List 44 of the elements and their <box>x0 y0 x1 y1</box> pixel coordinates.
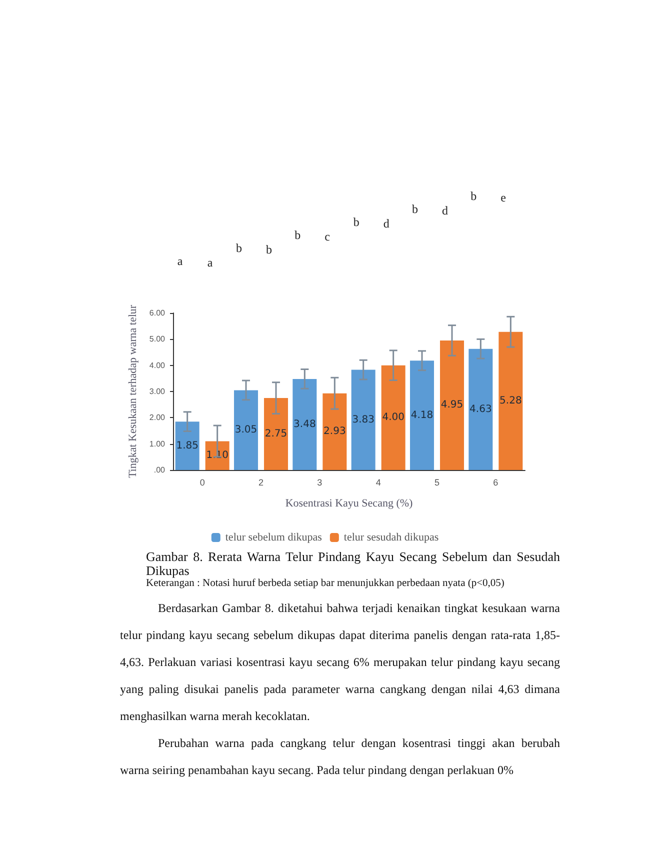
x-tick-label: 6 <box>493 478 498 488</box>
text: Perubahan warna pada cangkang telur dengan kosentrasi tinggi akan berubah warna seiring penambahan kayu secang. Pada telur pindang dengan perlakuan 0% <box>120 735 560 779</box>
text: b <box>470 189 477 203</box>
text: Gambar 8. Rerata Warna Telur Pindang Kayu Secang Sebelum dan Sesudah Dikupas <box>146 549 560 578</box>
data-label: 4.00 <box>382 412 404 424</box>
data-label: 2.93 <box>324 426 346 438</box>
text: c <box>324 230 330 244</box>
y-tick-label: 6.00 <box>149 308 166 318</box>
data-label: 4.18 <box>410 410 434 421</box>
text: b <box>294 228 301 242</box>
data-label: 4.95 <box>440 400 464 411</box>
y-tick-label: 5.00 <box>149 334 166 344</box>
y-tick-label: 1.00 <box>149 439 166 448</box>
x-tick-label: 4 <box>376 478 381 488</box>
data-label: 4.63 <box>470 404 492 415</box>
text: d <box>383 216 390 230</box>
data-label: 2.75 <box>264 428 288 440</box>
data-label: 3.83 <box>352 414 374 426</box>
text: b <box>412 202 418 216</box>
text: d <box>442 204 448 218</box>
y-tick-label: 3.00 <box>149 387 166 396</box>
data-label: 1.85 <box>176 440 198 452</box>
data-label: 3.48 <box>294 418 316 430</box>
x-tick-label: 3 <box>317 478 322 488</box>
text: b <box>236 241 242 255</box>
y-tick-label: 2.00 <box>149 413 166 422</box>
legend-label: telur sebelum dikupas <box>225 532 322 544</box>
text: b <box>353 215 360 229</box>
text: Keterangan : Notasi huruf berbeda setiap bar menunjukkan perbedaan nyata (p<0,05) <box>146 578 506 589</box>
text: Berdasarkan Gambar 8. diketahui bahwa terjadi kenaikan tingkat kesukaan warna telur pindang kayu secang sebelum dikupas dapat diterima panelis dengan rata-rata 1,85-4,63. Perlakuan variasi kosentrasi kayu secang 6% merupakan telur pindang kayu secang yang paling disukai panelis pada parameter warna cangkang dengan nilai 4,63 dimana menghasilkan warna merah kecoklatan. <box>120 600 560 725</box>
x-tick-label: 0 <box>200 478 205 488</box>
text: b <box>266 242 272 256</box>
y-tick-label: 4.00 <box>149 360 166 370</box>
data-label: 3.05 <box>234 424 258 436</box>
y-tick-label: .00 <box>154 466 166 474</box>
x-tick-label: 5 <box>434 478 440 488</box>
data-label: 5.28 <box>500 395 522 406</box>
x-axis-title: Kosentrasi Kayu Secang (%) <box>285 498 414 510</box>
text: a <box>207 256 214 270</box>
text: a <box>177 254 184 268</box>
x-tick-label: 2 <box>258 478 264 488</box>
legend-label: telur sesudah dikupas <box>344 532 439 544</box>
text: e <box>500 190 506 204</box>
y-axis-title: Tingkat Kesukaan terhadap warna telur <box>127 304 140 478</box>
